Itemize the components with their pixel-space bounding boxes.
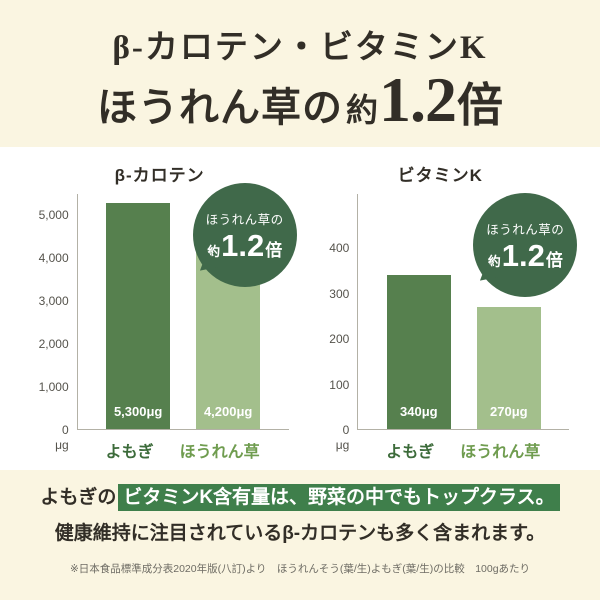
bar-value-label: 4,200μg (203, 404, 253, 419)
xlabel-spinach: ほうれん草 (460, 444, 541, 461)
caption-line1: よもぎの ビタミンK含有量は、野菜の中でもトップクラス。 (0, 482, 600, 511)
y-tick-label: 0 (342, 423, 350, 437)
chart-title: β-カロテン (114, 166, 205, 185)
y-axis: 5,000 4,000 3,000 2,000 1,000 0 μg (31, 194, 77, 452)
caption-line1-pre: よもぎの (40, 487, 117, 508)
badge-spinach-ratio: ほうれん草の 約 1.2 倍 (473, 193, 578, 297)
chart-title: ビタミンK (397, 166, 483, 185)
bar-yomogi: 5,300μg (106, 202, 171, 429)
y-axis-unit: μg (55, 438, 69, 452)
xlabel-yomogi: よもぎ (386, 444, 435, 461)
caption-highlight: ビタミンK含有量は、野菜の中でもトップクラス。 (118, 484, 560, 511)
title-ratio-number: 1.2 (379, 64, 457, 135)
x-axis-labels: よもぎ ほうれん草 (361, 430, 569, 462)
bar-spinach: 270μg (476, 306, 541, 429)
y-tick-label: 4,000 (38, 251, 69, 266)
bar-value-label: 340μg (400, 404, 438, 419)
y-tick-label: 5,000 (38, 208, 69, 223)
y-tick-label: 200 (329, 332, 350, 347)
page-title: β-カロテン・ビタミンK ほうれん草の約 1.2 倍 (0, 0, 600, 135)
y-tick-label: 1,000 (38, 380, 69, 395)
chart-vitamin-k: ビタミンK 400 300 200 100 0 μg 340μg 270μg よもぎ ほうれん… (311, 161, 578, 462)
y-axis-unit: μg (335, 438, 350, 452)
badge-spinach-ratio: ほうれん草の 約 1.2 倍 (192, 183, 297, 287)
y-tick-label: 300 (329, 286, 350, 301)
x-axis-labels: よもぎ ほうれん草 (81, 430, 289, 462)
caption-block: よもぎの ビタミンK含有量は、野菜の中でもトップクラス。 健康維持に注目されている… (0, 482, 600, 545)
footnote: ※日本食品標準成分表2020年版(八訂)より ほうれんそう(葉/生)よもぎ(葉/… (69, 563, 531, 575)
title-line1: β-カロテン・ビタミンK (112, 30, 488, 66)
y-tick-label: 0 (61, 423, 69, 437)
y-tick-label: 3,000 (38, 294, 69, 309)
plot-area: 5,000 4,000 3,000 2,000 1,000 0 μg 5,300μg 4,20… (31, 194, 289, 452)
plot-area: 400 300 200 100 0 μg 340μg 270μg (311, 194, 570, 452)
bars-plot: 5,300μg 4,200μg (76, 194, 289, 430)
y-tick-label: 100 (329, 377, 350, 392)
badge-ratio: 約 1.2 倍 (487, 238, 563, 273)
title-line2-pre: ほうれん草の (96, 85, 343, 130)
charts-panel: β-カロテン 5,000 4,000 3,000 2,000 1,000 0 μg 5,30… (0, 147, 600, 470)
badge-line1: ほうれん草の (205, 213, 284, 227)
y-axis: 400 300 200 100 0 μg (311, 194, 357, 452)
title-line2: ほうれん草の約 1.2 倍 (0, 68, 600, 135)
y-tick-label: 400 (329, 241, 350, 256)
chart-beta-carotene: β-カロテン 5,000 4,000 3,000 2,000 1,000 0 μg 5,30… (31, 161, 297, 462)
badge-line1: ほうれん草の (486, 223, 565, 237)
xlabel-spinach: ほうれん草 (179, 444, 260, 461)
caption-line2: 健康維持に注目されているβ-カロテンも多く含まれます。 (54, 523, 546, 544)
title-approx: 約 (345, 92, 378, 128)
title-ratio-suffix: 倍 (457, 80, 503, 131)
xlabel-yomogi: よもぎ (105, 444, 154, 461)
bar-value-label: 5,300μg (113, 404, 163, 419)
bar-value-label: 270μg (490, 404, 528, 419)
bar-yomogi: 340μg (386, 275, 451, 429)
bars-plot: 340μg 270μg (357, 194, 570, 430)
badge-ratio: 約 1.2 倍 (207, 228, 283, 263)
y-tick-label: 2,000 (38, 337, 69, 352)
